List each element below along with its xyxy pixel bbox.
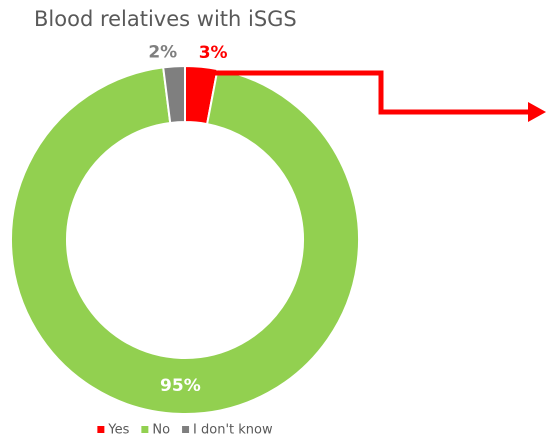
legend: Yes No I don't know xyxy=(97,423,273,438)
donut-segment xyxy=(162,64,186,125)
legend-swatch xyxy=(141,426,149,433)
chart-title: Blood relatives with iSGS xyxy=(34,7,297,31)
legend-swatch xyxy=(182,426,190,433)
data-label: 2% xyxy=(148,42,177,62)
data-label: 3% xyxy=(199,43,228,63)
legend-label: I don't know xyxy=(193,423,273,438)
donut-segment xyxy=(10,66,360,415)
legend-swatch xyxy=(97,426,105,433)
data-label: 95% xyxy=(160,376,201,396)
annotation-arrow xyxy=(206,70,546,122)
legend-label: Yes xyxy=(107,423,129,438)
arrow-line xyxy=(206,70,530,115)
legend-label: No xyxy=(152,423,170,438)
arrow-head xyxy=(528,102,546,122)
